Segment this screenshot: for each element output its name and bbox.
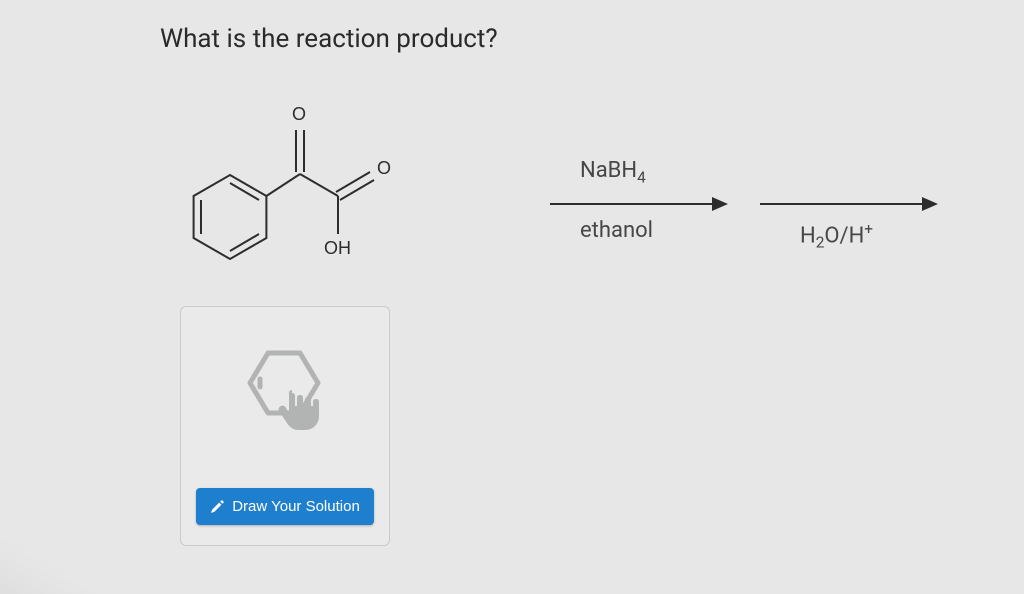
step2-mid: O/H [824,223,864,248]
reaction-row: O O OH NaBH4 ethanol H2O/H+ [160,62,984,302]
reaction-arrow-1 [550,192,730,216]
step2-sup: + [864,220,873,238]
step2-prefix: H [800,223,816,248]
reactant-structure: O O OH [160,62,410,306]
question-prompt: What is the reaction product? [160,24,984,54]
solvent-step1: ethanol [580,220,653,242]
benzene-ring [194,175,267,259]
question-page: What is the reaction product? [0,0,1024,594]
reagent1-sub: 4 [637,168,646,186]
chain [266,130,374,234]
draw-solution-button[interactable]: Draw Your Solution [196,488,374,525]
answer-draw-area[interactable]: Draw Your Solution [180,306,390,546]
reagent-step1: NaBH4 [580,160,646,186]
placeholder-sketch-icon [230,343,340,443]
draw-button-label: Draw Your Solution [232,498,360,515]
reagent1-formula: NaBH [580,158,637,183]
atom-carboxyl-oxygen: O [377,158,391,178]
workup-step2: H2O/H+ [800,220,873,252]
atom-hydroxyl: OH [324,238,351,258]
pencil-icon [210,500,224,514]
atom-ketone-oxygen: O [292,104,306,124]
reaction-arrow-2 [760,192,940,216]
